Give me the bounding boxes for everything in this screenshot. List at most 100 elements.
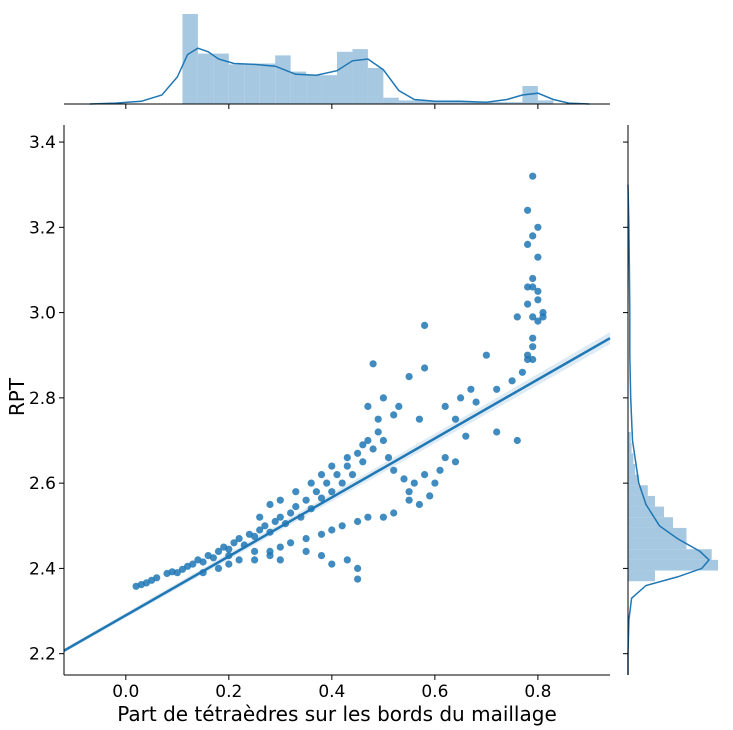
scatter-point — [328, 526, 336, 534]
scatter-point — [312, 488, 320, 496]
scatter-point — [441, 454, 449, 462]
scatter-point — [529, 283, 537, 291]
x-tick-label: 0.4 — [318, 682, 345, 702]
scatter-point — [529, 334, 537, 342]
scatter-point — [534, 223, 542, 231]
x-hist-bar — [429, 101, 446, 104]
x-hist-bar — [306, 75, 322, 104]
scatter-point — [524, 355, 532, 364]
scatter-point — [364, 436, 372, 445]
scatter-point — [529, 274, 537, 283]
scatter-point — [534, 296, 542, 304]
scatter-point — [287, 509, 295, 517]
scatter-point — [426, 492, 434, 500]
y-tick-label: 2.4 — [29, 559, 56, 579]
scatter-point — [400, 475, 408, 483]
scatter-point — [343, 454, 351, 462]
scatter-point — [354, 449, 362, 457]
scatter-point — [235, 535, 243, 543]
x-hist-bar — [537, 100, 554, 104]
x-hist-bar — [290, 71, 307, 104]
scatter-point — [214, 564, 223, 573]
scatter-point — [276, 513, 284, 521]
scatter-point — [493, 428, 501, 436]
y-kde-curve — [627, 184, 711, 675]
scatter-point — [369, 360, 377, 368]
y-tick-label: 2.8 — [29, 389, 56, 409]
x-hist-bar — [352, 49, 368, 104]
scatter-point — [405, 373, 413, 381]
scatter-point — [338, 522, 346, 530]
scatter-point — [534, 253, 542, 261]
x-hist-bar — [398, 100, 415, 104]
scatter-point — [323, 479, 331, 487]
scatter-point — [436, 466, 444, 474]
scatter-point — [529, 343, 537, 351]
x-hist-bar — [491, 102, 507, 104]
scatter-point — [529, 172, 537, 180]
scatter-point — [235, 556, 243, 564]
scatter-point — [513, 436, 521, 445]
scatter-point — [493, 385, 501, 393]
x-hist-bar — [460, 101, 477, 104]
scatter-point — [317, 530, 326, 538]
y-tick-label: 2.2 — [29, 645, 56, 665]
scatter-point — [410, 479, 418, 487]
x-marginal-histogram — [64, 14, 610, 109]
y-hist-bar — [628, 559, 718, 571]
scatter-point — [271, 517, 279, 526]
x-axis-title: Part de tétraèdres sur les bords du mail… — [117, 702, 557, 726]
scatter-point — [472, 398, 480, 406]
scatter-point — [524, 206, 532, 214]
scatter-point — [518, 368, 527, 376]
y-hist-bar — [628, 570, 655, 582]
scatter-point — [302, 547, 310, 556]
scatter-point — [225, 560, 233, 568]
scatter-point — [302, 496, 310, 504]
scatter-point — [482, 351, 490, 359]
scatter-point — [451, 415, 460, 423]
y-hist-bar — [628, 527, 687, 539]
scatter-point — [214, 547, 223, 556]
x-tick-label: 0.2 — [215, 682, 242, 702]
y-tick-label: 3.0 — [29, 304, 56, 324]
scatter-point — [421, 364, 429, 372]
y-tick-label: 3.4 — [29, 133, 56, 153]
scatter-point — [317, 494, 326, 502]
scatter-point — [302, 535, 310, 543]
scatter-point — [173, 569, 181, 577]
x-hist-bar — [228, 64, 245, 104]
scatter-point — [287, 539, 295, 547]
scatter-point — [364, 513, 372, 521]
scatter-point — [415, 415, 423, 423]
scatter-point — [343, 556, 351, 564]
scatter-point — [256, 526, 264, 534]
x-tick-label: 0.8 — [524, 682, 551, 702]
scatter-point — [317, 471, 326, 479]
scatter-point — [467, 385, 475, 393]
y-hist-bar — [628, 431, 631, 443]
scatter-point — [292, 488, 300, 496]
scatter-point — [415, 500, 423, 509]
scatter-point — [431, 479, 439, 487]
scatter-point — [384, 454, 393, 462]
scatter-point — [524, 300, 532, 308]
scatter-plot-area: 0.0 0.2 0.4 0.6 0.8 2.2 2.4 2.6 2.8 3.0 3.2 3.4 — [29, 125, 611, 702]
y-hist-bar — [628, 549, 712, 560]
scatter-point — [348, 471, 357, 479]
scatter-point — [251, 547, 259, 556]
y-hist-bar — [628, 495, 655, 507]
x-hist-bar — [367, 68, 384, 104]
y-axis-title: RPT — [5, 377, 29, 416]
y-hist-bar — [628, 517, 673, 528]
scatter-point — [292, 503, 300, 511]
scatter-point — [390, 509, 398, 517]
y-hist-bar — [628, 485, 648, 496]
scatter-point — [390, 466, 398, 474]
x-hist-bar — [259, 63, 276, 104]
y-hist-bar — [628, 442, 632, 454]
x-hist-bar — [506, 102, 523, 104]
scatter-point — [261, 522, 269, 530]
y-hist-bar — [628, 474, 639, 486]
